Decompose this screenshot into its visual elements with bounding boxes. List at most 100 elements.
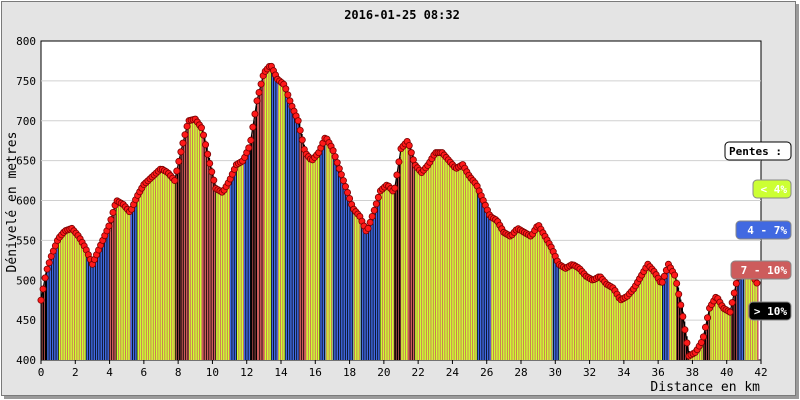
y-tick-label: 700 bbox=[16, 115, 36, 128]
y-tick-label: 550 bbox=[16, 234, 36, 247]
data-point bbox=[675, 290, 683, 298]
data-point bbox=[329, 147, 337, 155]
data-point bbox=[370, 206, 378, 214]
legend-label-7-10: 7 - 10% bbox=[741, 264, 788, 277]
slope-bar bbox=[756, 283, 759, 360]
legend-title: Pentes : bbox=[729, 145, 782, 158]
data-point bbox=[372, 200, 380, 208]
data-point bbox=[284, 91, 292, 99]
legend-label-4-7: 4 - 7% bbox=[747, 224, 787, 237]
data-point bbox=[673, 279, 681, 287]
data-point bbox=[660, 272, 668, 280]
data-point bbox=[253, 97, 261, 105]
x-tick-label: 24 bbox=[446, 366, 460, 379]
data-point bbox=[337, 171, 345, 179]
data-point bbox=[391, 184, 399, 192]
data-point bbox=[679, 313, 687, 321]
data-point bbox=[683, 339, 691, 347]
y-tick-label: 500 bbox=[16, 274, 36, 287]
data-point bbox=[202, 141, 210, 149]
x-tick-label: 14 bbox=[274, 366, 288, 379]
data-point bbox=[335, 165, 343, 173]
legend-label-gt10: > 10% bbox=[754, 305, 787, 318]
data-point bbox=[726, 308, 734, 316]
data-point bbox=[210, 176, 218, 184]
legend-swatch-7-10 bbox=[730, 260, 792, 280]
x-tick-label: 26 bbox=[480, 366, 493, 379]
data-point bbox=[43, 265, 51, 273]
x-tick-label: 40 bbox=[720, 366, 733, 379]
data-point bbox=[407, 149, 415, 157]
data-point bbox=[364, 224, 372, 232]
data-point bbox=[206, 159, 214, 167]
data-point bbox=[294, 117, 302, 125]
data-point bbox=[671, 271, 679, 279]
x-tick-label: 38 bbox=[686, 366, 699, 379]
x-tick-label: 20 bbox=[377, 366, 390, 379]
data-point bbox=[296, 126, 304, 134]
data-point bbox=[699, 333, 707, 341]
x-tick-label: 42 bbox=[754, 366, 767, 379]
data-point bbox=[107, 216, 115, 224]
data-point bbox=[247, 136, 255, 144]
data-point bbox=[333, 159, 341, 167]
data-point bbox=[251, 110, 259, 118]
elevation-chart: 2016-01-25 08:32 40045050055060065070075… bbox=[5, 8, 792, 395]
x-tick-label: 34 bbox=[617, 366, 631, 379]
data-point bbox=[677, 301, 685, 309]
data-point bbox=[257, 80, 265, 88]
data-point bbox=[41, 274, 49, 282]
data-point bbox=[681, 326, 689, 334]
data-point bbox=[704, 314, 712, 322]
data-point bbox=[344, 189, 352, 197]
legend-swatch-gt10 bbox=[748, 301, 792, 321]
x-tick-label: 12 bbox=[240, 366, 253, 379]
data-point bbox=[197, 124, 205, 132]
data-point bbox=[368, 212, 376, 220]
data-point bbox=[730, 289, 738, 297]
data-point bbox=[341, 183, 349, 191]
data-point bbox=[298, 136, 306, 144]
y-axis-ticks: 400 450 500 550 600 650 700 750 800 bbox=[16, 35, 36, 367]
x-tick-label: 10 bbox=[206, 366, 219, 379]
x-tick-label: 30 bbox=[549, 366, 562, 379]
data-point bbox=[181, 131, 189, 139]
legend-title-box bbox=[724, 141, 792, 161]
x-tick-label: 36 bbox=[652, 366, 665, 379]
data-point bbox=[39, 285, 47, 293]
legend-label-lt4: < 4% bbox=[761, 183, 788, 196]
data-point bbox=[405, 141, 413, 149]
data-point bbox=[208, 168, 216, 176]
y-tick-label: 400 bbox=[16, 354, 36, 367]
data-point bbox=[395, 158, 403, 166]
data-point bbox=[179, 139, 187, 147]
data-point bbox=[366, 218, 374, 226]
data-point bbox=[753, 279, 761, 287]
x-tick-label: 6 bbox=[141, 366, 148, 379]
data-point bbox=[393, 171, 401, 179]
data-point bbox=[175, 157, 183, 165]
data-point bbox=[331, 153, 339, 161]
x-tick-label: 32 bbox=[583, 366, 596, 379]
y-tick-label: 800 bbox=[16, 35, 36, 48]
data-point bbox=[339, 177, 347, 185]
data-point bbox=[204, 150, 212, 158]
x-axis-label: Distance en km bbox=[650, 380, 760, 395]
legend-swatch-4-7 bbox=[735, 220, 792, 240]
data-point bbox=[171, 177, 179, 185]
y-axis-label: Dénivelé en metres bbox=[5, 132, 20, 273]
data-point bbox=[245, 144, 253, 152]
y-tick-label: 450 bbox=[16, 314, 36, 327]
data-point bbox=[732, 279, 740, 287]
x-tick-label: 28 bbox=[514, 366, 527, 379]
data-point bbox=[200, 131, 208, 139]
y-tick-label: 750 bbox=[16, 75, 36, 88]
x-tick-label: 0 bbox=[38, 366, 45, 379]
x-axis-ticks: 0 2 4 6 8 10 12 14 16 18 20 22 24 26 28 30 32 34 36 38 40 42 bbox=[38, 360, 768, 379]
y-tick-label: 650 bbox=[16, 155, 36, 168]
slope-bars bbox=[41, 65, 759, 361]
chart-title: 2016-01-25 08:32 bbox=[344, 8, 460, 22]
x-tick-label: 16 bbox=[309, 366, 322, 379]
legend: Pentes : < 4% 4 - 7% 7 - 10% > 10% bbox=[724, 141, 792, 321]
